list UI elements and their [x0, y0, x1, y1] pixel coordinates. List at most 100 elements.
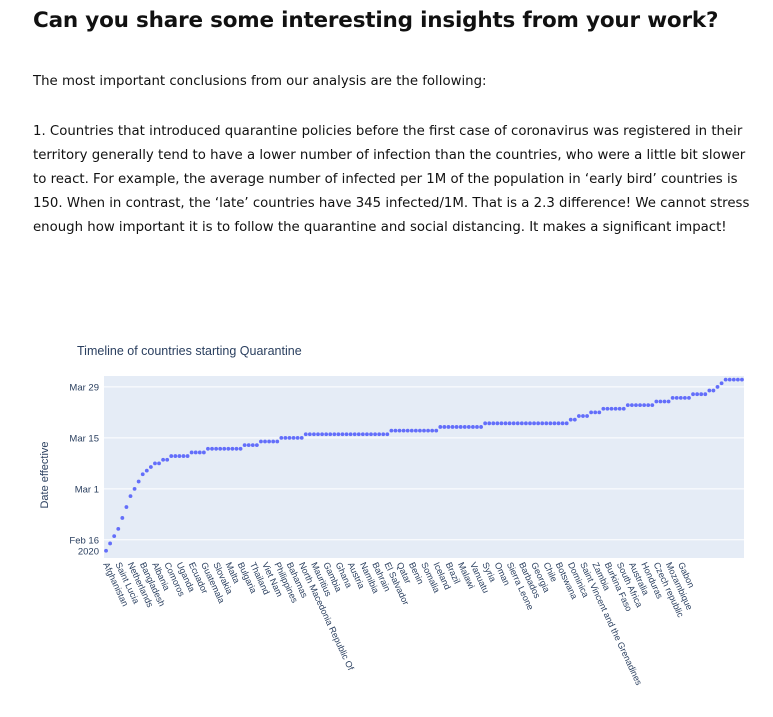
data-point — [295, 435, 300, 440]
data-point — [214, 446, 219, 451]
data-point — [442, 425, 447, 429]
data-point — [254, 443, 259, 448]
data-point — [299, 435, 304, 440]
data-point — [507, 421, 512, 426]
quarantine-timeline-chart: Timeline of countries starting Quarantin… — [39, 344, 744, 688]
data-point — [544, 421, 549, 426]
intro-paragraph: The most important conclusions from our … — [33, 74, 487, 89]
data-point — [360, 432, 365, 437]
data-point — [487, 421, 492, 426]
data-point — [112, 534, 117, 539]
data-point — [418, 428, 422, 433]
data-point — [193, 450, 198, 455]
data-point — [263, 439, 267, 444]
data-point — [401, 428, 406, 433]
data-point — [625, 403, 630, 408]
data-point — [226, 446, 231, 451]
data-point — [528, 421, 532, 426]
data-point — [303, 432, 308, 437]
data-point — [157, 461, 161, 466]
data-point — [723, 377, 728, 382]
data-point — [132, 486, 137, 491]
data-point — [577, 414, 581, 418]
data-point — [682, 395, 687, 400]
data-point — [479, 425, 483, 429]
data-point — [556, 421, 561, 426]
data-point — [287, 435, 292, 440]
data-point — [409, 428, 414, 433]
data-point — [161, 457, 166, 462]
data-point — [589, 410, 594, 415]
data-point — [735, 377, 740, 382]
y-tick-label: Feb 16 — [69, 535, 99, 546]
y-tick-label: Mar 29 — [69, 382, 99, 393]
data-point — [678, 395, 683, 400]
data-point — [491, 421, 496, 426]
data-point — [140, 472, 145, 477]
data-point — [234, 446, 239, 451]
data-point — [515, 421, 520, 426]
data-point — [320, 432, 324, 437]
data-point — [230, 446, 235, 451]
data-point — [609, 406, 614, 411]
data-point — [719, 381, 724, 386]
data-point — [422, 428, 426, 433]
data-points — [104, 377, 744, 553]
data-point — [328, 432, 333, 437]
data-point — [454, 425, 459, 429]
data-point — [197, 450, 202, 455]
data-point — [466, 425, 471, 429]
data-point — [650, 403, 655, 408]
data-point — [605, 406, 610, 411]
data-point — [116, 526, 121, 531]
data-point — [597, 410, 602, 415]
data-point — [373, 432, 377, 437]
data-point — [564, 421, 569, 426]
data-point — [617, 406, 622, 411]
data-point — [377, 432, 382, 437]
data-point — [568, 417, 573, 422]
data-point — [332, 432, 337, 437]
data-point — [630, 403, 634, 408]
data-point — [136, 479, 141, 484]
y-tick-label: Mar 1 — [75, 484, 99, 495]
data-point — [471, 425, 475, 429]
data-point — [560, 421, 565, 426]
data-point — [503, 421, 508, 426]
data-point — [511, 421, 516, 426]
data-point — [389, 428, 394, 433]
data-point — [691, 392, 695, 397]
data-point — [536, 421, 541, 426]
data-point — [393, 428, 398, 433]
data-point — [699, 392, 704, 397]
data-point — [707, 388, 712, 393]
data-point — [108, 541, 113, 546]
data-point — [519, 421, 524, 426]
data-point — [666, 399, 671, 404]
data-point — [674, 395, 679, 400]
grid-lines — [104, 386, 744, 541]
data-point — [144, 468, 149, 473]
data-point — [385, 432, 390, 437]
data-point — [279, 435, 284, 440]
data-point — [336, 432, 341, 437]
data-point — [426, 428, 430, 433]
y-tick-label: Mar 15 — [69, 433, 99, 444]
data-point — [120, 516, 125, 520]
page-title: Can you share some interesting insights … — [33, 8, 719, 33]
data-point — [715, 385, 720, 389]
data-point — [242, 443, 247, 448]
data-point — [307, 432, 312, 437]
data-point — [446, 425, 451, 429]
data-point — [483, 421, 488, 426]
data-point — [291, 435, 296, 440]
data-point — [344, 432, 349, 437]
data-point — [128, 494, 133, 499]
data-point — [438, 425, 443, 429]
data-point — [250, 443, 255, 448]
data-point — [703, 392, 708, 397]
data-point — [638, 403, 642, 408]
data-point — [206, 446, 210, 451]
